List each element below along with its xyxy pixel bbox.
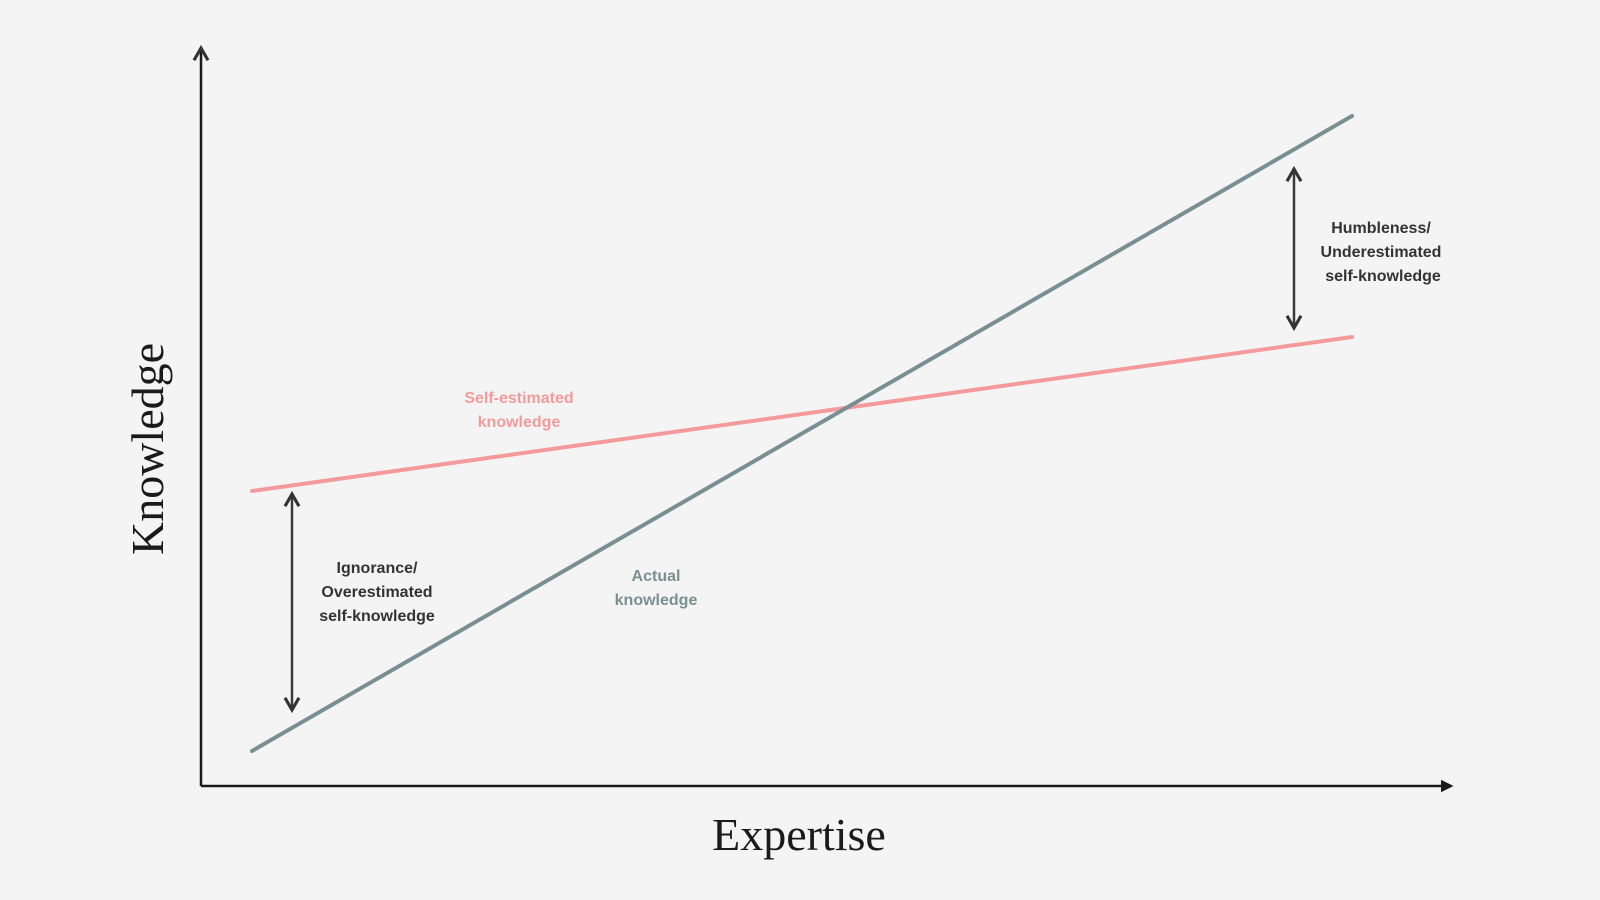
label: Overestimated (321, 584, 432, 601)
label: Humbleness/ (1331, 220, 1431, 237)
label: knowledge (615, 592, 698, 609)
x-axis-label: Expertise (712, 809, 886, 860)
y-axis-label: Knowledge (122, 343, 173, 555)
label: self-knowledge (319, 608, 435, 625)
label: Underestimated (1321, 244, 1442, 261)
self-estimated-line (250, 335, 1354, 493)
label: self-knowledge (1325, 268, 1441, 285)
label: Self-estimated (464, 390, 573, 407)
actual-line (250, 114, 1354, 753)
label: knowledge (478, 414, 561, 431)
label: Actual (632, 568, 681, 585)
label: Ignorance/ (337, 560, 418, 577)
